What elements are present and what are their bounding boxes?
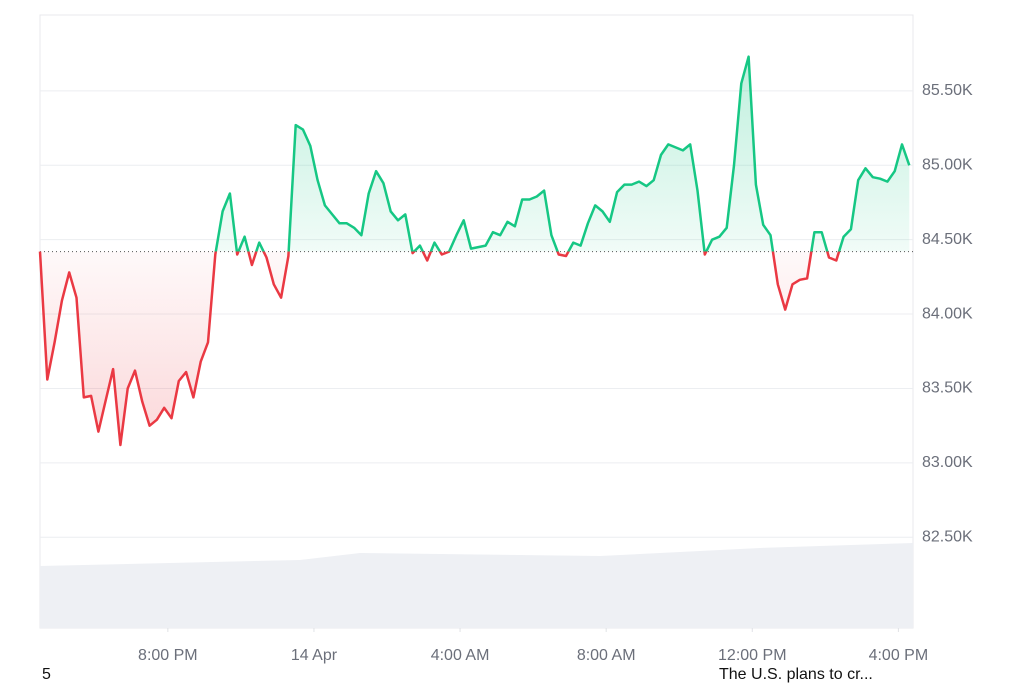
news-count: 5 xyxy=(42,666,51,683)
y-tick-label: 83.00K xyxy=(922,454,973,471)
price-area xyxy=(40,56,910,445)
y-tick-label: 84.00K xyxy=(922,305,973,322)
x-tick-label: 8:00 PM xyxy=(138,647,198,664)
price-line xyxy=(38,55,911,447)
volume-area xyxy=(40,543,913,628)
x-tick-label: 4:00 AM xyxy=(431,647,490,664)
x-tick-label: 14 Apr xyxy=(291,647,338,664)
y-tick-label: 84.50K xyxy=(922,231,973,248)
y-tick-label: 82.50K xyxy=(922,528,973,545)
x-tick-label: 4:00 PM xyxy=(869,647,929,664)
x-tick-label: 12:00 PM xyxy=(718,647,786,664)
x-tick-label: 8:00 AM xyxy=(577,647,636,664)
y-tick-label: 83.50K xyxy=(922,380,973,397)
y-tick-label: 85.50K xyxy=(922,82,973,99)
y-tick-label: 85.00K xyxy=(922,156,973,173)
news-headline[interactable]: The U.S. plans to cr... xyxy=(719,666,873,683)
